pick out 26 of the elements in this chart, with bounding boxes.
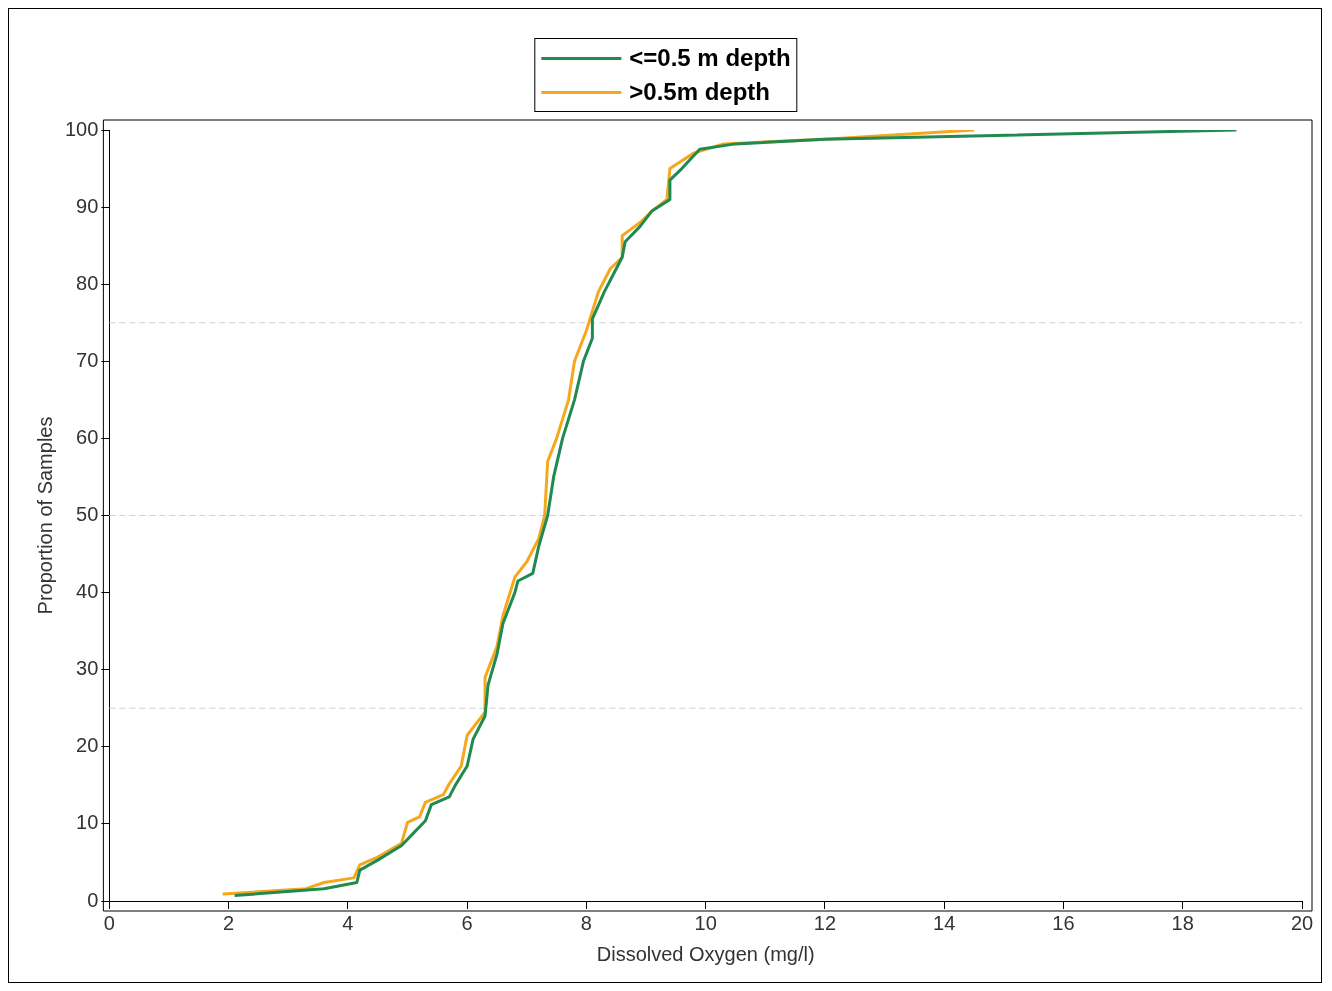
y-tick-label: 90 [76,194,99,217]
x-tick-label: 16 [1052,911,1075,934]
x-tick-label: 6 [461,911,473,934]
x-axis-title: Dissolved Oxygen (mg/l) [596,942,815,965]
x-tick-label: 18 [1171,911,1194,934]
legend-label: >0.5m depth [629,77,771,107]
x-tick-label: 4 [342,911,354,934]
y-tick-label: 20 [76,734,99,757]
y-tick-label: 10 [76,811,99,834]
y-tick-label: 80 [76,271,99,294]
legend-label: <=0.5 m depth [629,43,791,73]
x-tick-label: 12 [813,911,837,934]
y-tick-label: 40 [76,580,99,603]
y-tick-label: 50 [76,503,99,526]
y-tick-label: 30 [76,657,99,680]
y-tick-label: 60 [76,425,99,448]
y-tick-label: 100 [64,117,99,140]
x-tick-label: 2 [223,911,235,934]
x-tick-label: 20 [1290,911,1314,934]
y-tick-label: 70 [76,348,99,371]
x-tick-label: 8 [580,911,592,934]
x-tick-label: 0 [103,911,115,934]
y-tick-label: 0 [87,888,99,911]
y-axis-title: Proportion of Samples [33,416,56,615]
x-tick-label: 10 [694,911,717,934]
x-tick-label: 14 [933,911,956,934]
